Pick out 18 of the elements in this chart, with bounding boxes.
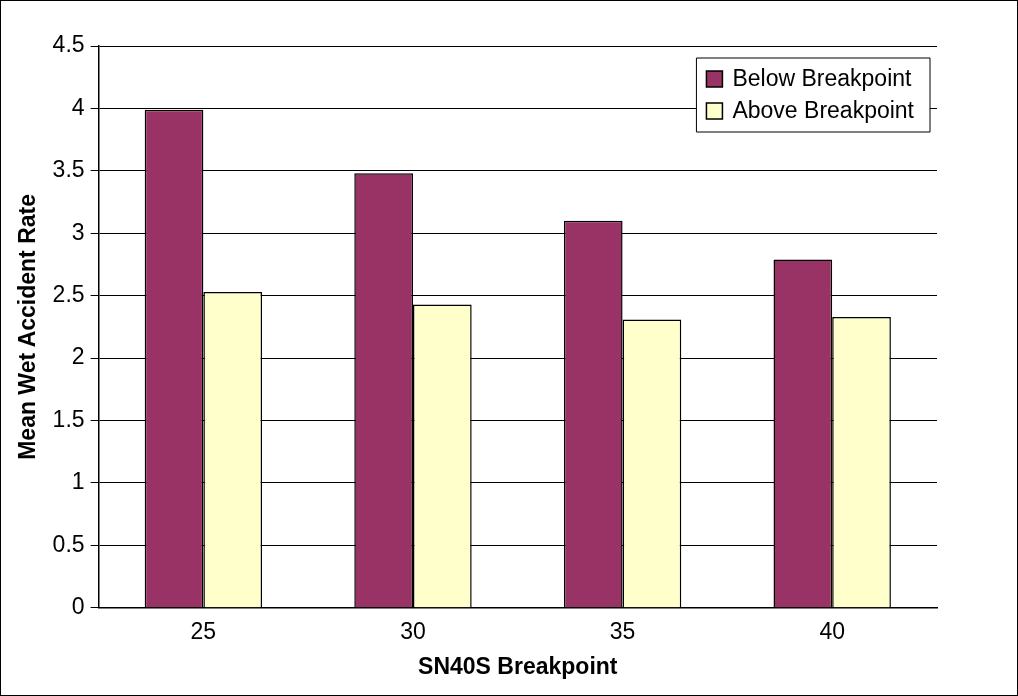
x-tick-label: 25 bbox=[190, 617, 217, 644]
y-tick-label: 1 bbox=[71, 468, 85, 495]
y-tick-label: 0 bbox=[71, 593, 85, 620]
x-tick-label: 35 bbox=[609, 617, 636, 644]
x-tick-label: 40 bbox=[819, 617, 845, 644]
y-tick-label: 3 bbox=[71, 218, 85, 245]
legend-label: Above Breakpoint bbox=[732, 97, 915, 124]
x-axis-title: SN40S Breakpoint bbox=[418, 652, 618, 679]
y-axis-title: Mean Wet Accident Rate bbox=[14, 193, 41, 460]
y-tick-label: 4 bbox=[71, 93, 85, 120]
legend-label: Below Breakpoint bbox=[732, 65, 913, 92]
y-tick-label: 1.5 bbox=[52, 405, 85, 432]
y-tick-label: 2 bbox=[71, 343, 85, 370]
y-tick-label: 4.5 bbox=[52, 31, 85, 58]
y-tick-label: 2.5 bbox=[52, 281, 85, 308]
x-tick-label: 30 bbox=[400, 617, 426, 644]
y-tick-label: 0.5 bbox=[52, 530, 85, 557]
y-tick-label: 3.5 bbox=[52, 156, 85, 183]
